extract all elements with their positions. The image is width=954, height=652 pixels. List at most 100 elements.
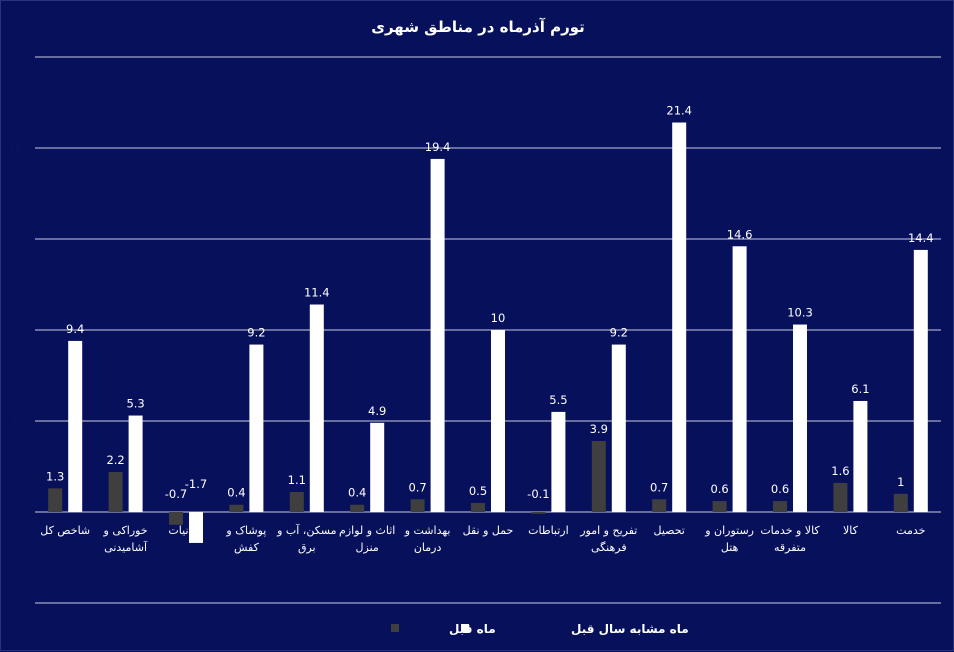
- category-label-line: کالا و خدمات: [760, 524, 820, 537]
- bar-same-month-last-year: [732, 246, 747, 512]
- category-label-line: برق: [298, 541, 316, 554]
- data-label: -0.1: [527, 487, 549, 501]
- y-tick-label: 25: [9, 53, 20, 63]
- bar-same-month-last-year: [491, 330, 505, 512]
- category-label: اثاث و لوازم منزل: [339, 524, 395, 554]
- category-label-line: مسکن، آب و: [276, 523, 337, 537]
- category-label-line: متفرقه: [774, 541, 806, 554]
- data-label: 5.3: [126, 397, 144, 411]
- bar-same-month-last-year: [68, 340, 83, 512]
- data-label: 3.9: [590, 422, 608, 436]
- bar-previous-month: [108, 471, 123, 512]
- data-label: 0.5: [469, 484, 487, 498]
- y-tick-label: 20: [9, 144, 21, 154]
- category-label: دخانیات: [168, 524, 203, 537]
- data-label: 9.2: [247, 326, 265, 340]
- bar-previous-month: [289, 491, 304, 512]
- category-label: رستوران و هتل: [704, 524, 754, 554]
- bar-previous-month: [591, 441, 606, 512]
- bar-same-month-last-year: [370, 422, 385, 512]
- legend-label-previous-month: ماه قبل: [449, 622, 496, 636]
- data-label: 1.6: [831, 464, 849, 478]
- category-label-line: کالا: [843, 524, 859, 537]
- data-label: 1.1: [288, 473, 306, 487]
- category-label-line: خدمت: [896, 524, 925, 537]
- bar-same-month-last-year: [189, 512, 203, 543]
- category-label: کالا: [843, 524, 859, 537]
- bar-previous-month: [531, 512, 546, 514]
- category-label-line: تفریح و امور: [579, 524, 637, 537]
- category-label: حمل و نقل: [463, 524, 514, 537]
- data-label: 2.2: [106, 453, 124, 467]
- category-labels: شاخص کل خوراکی و آشامیدنی دخانیات پوشاک و کفش…: [40, 523, 925, 554]
- category-label-line: هتل: [721, 541, 739, 554]
- category-label-line: دخانیات: [168, 524, 203, 537]
- bar-same-month-last-year: [672, 122, 687, 513]
- data-label: 1: [897, 475, 904, 489]
- data-label: 0.7: [408, 480, 426, 494]
- category-label-line: ارتباطات: [528, 524, 569, 537]
- bar-previous-month: [350, 504, 365, 512]
- category-label: تحصیل: [654, 524, 685, 537]
- data-label: 5.5: [549, 393, 567, 407]
- category-label-line: تحصیل: [654, 524, 685, 537]
- category-label: بهداشت و درمان: [404, 524, 451, 554]
- data-label: 11.4: [304, 286, 330, 300]
- category-label-line: منزل: [356, 541, 379, 554]
- category-label: مسکن، آب و برق: [276, 523, 337, 554]
- bar-same-month-last-year: [793, 324, 807, 512]
- chart-title: تورم آذرماه در مناطق شهری: [371, 18, 585, 36]
- bar-same-month-last-year: [611, 344, 626, 512]
- legend: ماه قبل ماه مشابه سال قبل: [391, 622, 689, 636]
- data-label: -1.7: [185, 477, 207, 491]
- data-label: 14.4: [908, 231, 934, 245]
- bar-same-month-last-year: [249, 344, 264, 512]
- category-label-line: خوراکی و: [103, 524, 148, 537]
- category-label-line: اثاث و لوازم: [339, 524, 395, 537]
- category-label: تفریح و امور فرهنگی: [579, 524, 637, 554]
- data-label: 14.6: [727, 227, 753, 241]
- bar-same-month-last-year: [551, 411, 566, 512]
- bar-same-month-last-year: [128, 415, 143, 512]
- category-label: خوراکی و آشامیدنی: [103, 524, 148, 554]
- category-label: خدمت: [896, 524, 925, 537]
- category-label: ارتباطات: [528, 524, 569, 537]
- y-tick-label: -5: [11, 599, 20, 609]
- data-labels: 1.3 9.4 2.2 5.3 -0.7-1.7 0.4 9.2 1.1 11.4 0.4 4.9 0…: [46, 104, 934, 501]
- y-tick-label: 15: [9, 235, 20, 245]
- data-label: 6.1: [851, 382, 869, 396]
- data-label: 0.4: [348, 486, 366, 500]
- category-label: شاخص کل: [40, 524, 90, 537]
- bar-previous-month: [471, 502, 485, 512]
- bar-previous-month: [652, 499, 667, 512]
- data-label: 0.7: [650, 480, 668, 494]
- bar-previous-month: [169, 512, 183, 525]
- category-label-line: فرهنگی: [591, 541, 627, 554]
- data-label: 4.9: [368, 404, 386, 418]
- bar-previous-month: [48, 488, 63, 512]
- data-label: 0.6: [710, 482, 728, 496]
- bar-same-month-last-year: [309, 304, 324, 512]
- category-label-line: کفش: [234, 541, 260, 554]
- bar-previous-month: [410, 499, 425, 512]
- category-label: پوشاک و کفش: [225, 524, 266, 554]
- bar-previous-month: [773, 501, 787, 512]
- category-label-line: پوشاک و: [225, 524, 266, 537]
- bar-previous-month: [833, 482, 848, 512]
- legend-swatch-same-month-last-year: [461, 624, 469, 632]
- bar-same-month-last-year: [853, 400, 868, 512]
- category-label-line: بهداشت و: [404, 524, 451, 537]
- y-tick-label: 10: [9, 326, 21, 336]
- data-label: 19.4: [425, 140, 451, 154]
- y-tick-label: 0: [12, 508, 18, 518]
- bar-same-month-last-year: [430, 158, 445, 513]
- bar-previous-month: [712, 501, 727, 512]
- data-label: 9.2: [610, 326, 628, 340]
- data-label: 1.3: [46, 469, 64, 483]
- bar-previous-month: [893, 493, 908, 512]
- category-label-line: درمان: [414, 541, 442, 554]
- data-label: 10.3: [787, 306, 813, 320]
- category-label-line: شاخص کل: [40, 524, 90, 537]
